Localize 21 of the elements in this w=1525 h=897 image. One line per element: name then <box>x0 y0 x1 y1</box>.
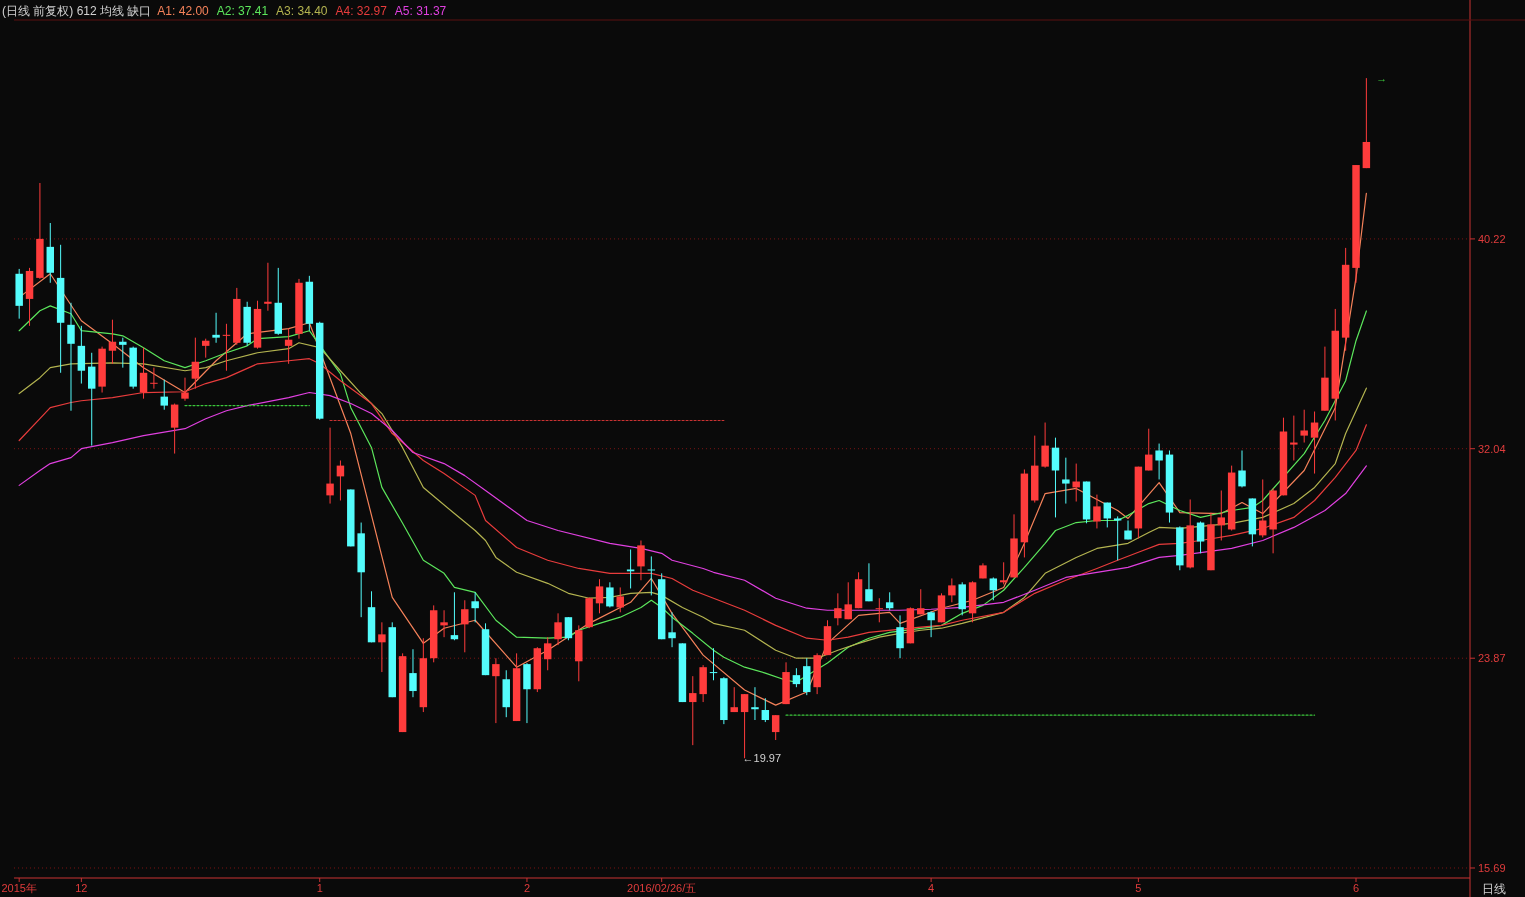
x-tick-label: 2016/02/26/五 <box>627 882 697 894</box>
x-tick-label: 12 <box>75 882 88 894</box>
y-tick-label: 15.69 <box>1478 862 1506 874</box>
x-tick-label: 2 <box>523 882 531 894</box>
annotation: ←19.97 <box>742 752 782 765</box>
legend-item: A1: 42.00 <box>157 4 209 18</box>
x-tick-label: 2015年 <box>1 882 37 894</box>
x-tick-label: 5 <box>1135 882 1142 894</box>
title: (日线 前复权) 612 均线 缺口 <box>2 4 152 18</box>
y-tick-label: 32.04 <box>1478 442 1506 455</box>
legend-item: A3: 34.40 <box>276 4 328 18</box>
x-tick-label: 1 <box>316 882 323 894</box>
legend-item: A5: 31.37 <box>394 4 447 18</box>
y-tick-label: 23.87 <box>1478 652 1506 665</box>
legend-item: A4: 32.97 <box>335 4 387 18</box>
x-tick-label: 4 <box>928 882 935 894</box>
annotation: 日线 <box>1482 882 1506 896</box>
x-tick-label: 6 <box>1352 882 1360 894</box>
legend-item: A2: 37.41 <box>216 4 269 18</box>
annotation: → <box>1376 72 1388 85</box>
y-tick-label: 40.22 <box>1478 232 1506 245</box>
